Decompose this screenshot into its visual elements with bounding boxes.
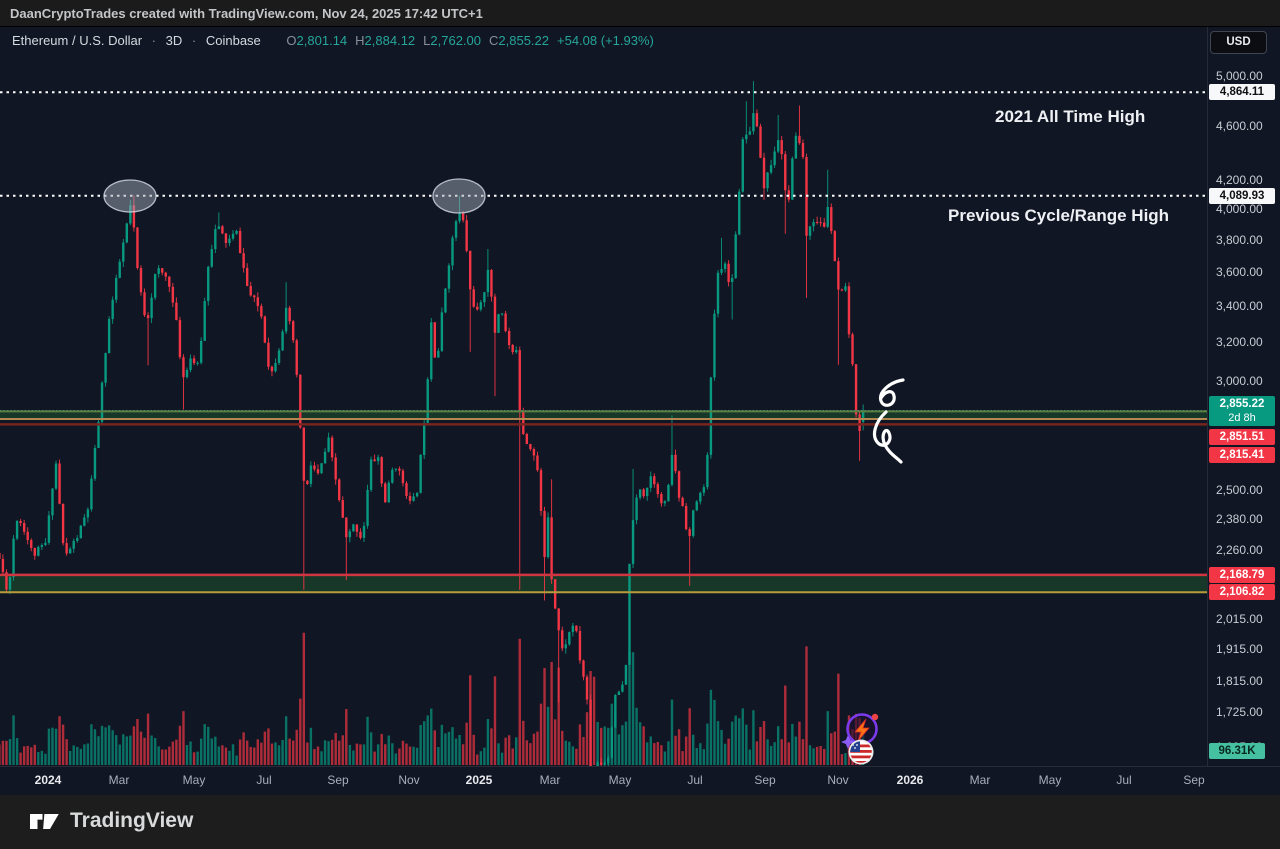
ellipse-highlight: [432, 178, 486, 214]
price-tick: 5,000.00: [1216, 68, 1263, 83]
ohlc-values: O2,801.14 H2,884.12 L2,762.00 C2,855.22 +54.…: [278, 33, 653, 48]
annotation-prev-high: Previous Cycle/Range High: [948, 206, 1170, 225]
price-tick: 2,260.00: [1216, 543, 1263, 558]
bar-countdown: 2d 8h: [1228, 411, 1256, 424]
volume-histogram: [0, 632, 865, 765]
price-label-red: 2,815.41: [1209, 447, 1275, 463]
price-tick: 4,600.00: [1216, 118, 1263, 133]
time-tick: May: [608, 773, 632, 787]
open-value: 2,801.14: [296, 33, 348, 48]
chart-legend: Ethereum / U.S. Dollar · 3D · Coinbase O…: [12, 33, 654, 48]
high-label: H: [355, 33, 365, 48]
price-chart-canvas[interactable]: [0, 27, 1207, 766]
currency-toggle-button[interactable]: USD: [1210, 31, 1267, 54]
price-tick: 4,000.00: [1216, 202, 1263, 217]
price-tick: 3,600.00: [1216, 265, 1263, 280]
time-tick: Jul: [1116, 773, 1132, 787]
price-axis[interactable]: 5,000.00 4,600.00 4,200.00 4,000.00 3,800.00…: [1207, 27, 1280, 766]
price-label-white: 4,089.93: [1209, 187, 1275, 204]
price-tick: 3,200.00: [1216, 335, 1263, 350]
time-axis[interactable]: 2024 Mar May Jul Sep Nov 2025 Mar May Jul Sep Nov 20…: [0, 766, 1280, 795]
time-tick: 2026: [896, 773, 924, 787]
price-tick: 3,000.00: [1216, 374, 1263, 388]
watermark-text: DaanCryptoTrades created with TradingVie…: [10, 6, 483, 21]
price-label-vol: 96.31K: [1209, 743, 1265, 759]
price-tick: 4,200.00: [1216, 172, 1263, 187]
price-tick: 1,915.00: [1216, 642, 1263, 657]
time-tick: Sep: [327, 773, 349, 787]
tradingview-brand-text[interactable]: TradingView: [70, 809, 194, 832]
time-tick: Mar: [108, 773, 130, 787]
usa-flag-badge-icon: [848, 739, 874, 765]
low-label: L: [423, 33, 431, 48]
squiggle-arrow-drawing: [878, 378, 905, 407]
last-price-value: 2,855.22: [1219, 397, 1265, 410]
price-tick: 2,380.00: [1216, 512, 1263, 527]
close-label: C: [489, 33, 499, 48]
price-tick: 1,725.00: [1216, 704, 1263, 719]
price-tick: 2,015.00: [1216, 611, 1263, 626]
price-label-white: 4,864.11: [1209, 84, 1275, 101]
tradingview-logo-icon[interactable]: [30, 809, 60, 834]
time-tick: Sep: [754, 773, 776, 787]
separator: ·: [151, 33, 157, 48]
close-value: 2,855.22: [498, 33, 549, 48]
change-value: +54.08 (+1.93%): [557, 33, 654, 48]
price-label-red: 2,106.82: [1209, 584, 1275, 601]
time-tick: Nov: [398, 773, 420, 787]
time-tick: Nov: [827, 773, 849, 787]
separator: ·: [191, 33, 197, 48]
price-tick: 3,800.00: [1216, 232, 1263, 247]
annotation-ath: 2021 All Time High: [995, 107, 1146, 126]
open-label: O: [286, 33, 297, 48]
low-value: 2,762.00: [430, 33, 481, 48]
time-tick: 2024: [34, 773, 62, 787]
exchange-label: Coinbase: [205, 33, 261, 48]
footer-bar: TradingView: [0, 795, 1280, 849]
time-tick: May: [1038, 773, 1062, 787]
time-tick: May: [182, 773, 206, 787]
symbol-title[interactable]: Ethereum / U.S. Dollar: [12, 33, 143, 48]
price-label-green: 2,855.22 2d 8h: [1209, 395, 1275, 426]
price-tick: 1,815.00: [1216, 674, 1263, 689]
time-tick: Mar: [539, 773, 561, 787]
watermark-bar: DaanCryptoTrades created with TradingVie…: [0, 0, 1280, 27]
time-tick: Jul: [687, 773, 703, 787]
time-tick: 2025: [465, 773, 493, 787]
candlestick-series: [0, 81, 865, 766]
price-label-red: 2,168.79: [1209, 566, 1275, 583]
price-tick: 2,500.00: [1216, 482, 1263, 497]
interval-label[interactable]: 3D: [165, 33, 183, 48]
time-tick: Mar: [969, 773, 991, 787]
price-tick: 3,400.00: [1216, 299, 1263, 314]
price-label-red: 2,851.51: [1209, 429, 1275, 445]
time-tick: Jul: [256, 773, 272, 787]
ellipse-highlight: [103, 179, 157, 213]
squiggle-arrow-drawing: [872, 410, 903, 464]
time-tick: Sep: [1183, 773, 1205, 787]
high-value: 2,884.12: [364, 33, 416, 48]
